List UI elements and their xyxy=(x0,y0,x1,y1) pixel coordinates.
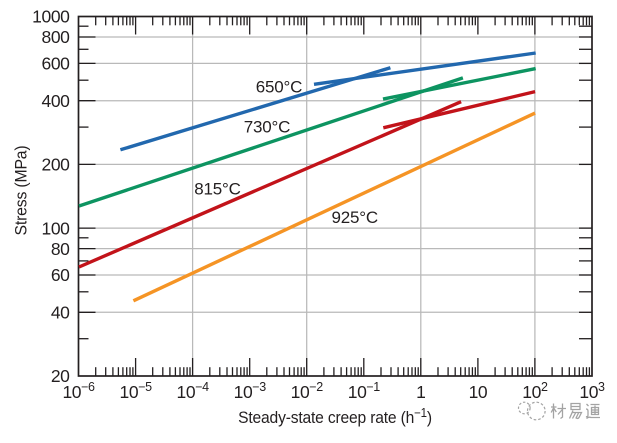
svg-text:100: 100 xyxy=(42,218,71,238)
svg-text:Stress (MPa): Stress (MPa) xyxy=(12,146,31,236)
svg-text:40: 40 xyxy=(51,303,70,323)
svg-text:815°C: 815°C xyxy=(194,179,240,198)
svg-text:800: 800 xyxy=(42,27,71,47)
svg-text:Steady-state creep rate (h−1): Steady-state creep rate (h−1) xyxy=(238,406,432,428)
svg-text:1: 1 xyxy=(416,382,425,402)
svg-text:20: 20 xyxy=(51,366,70,386)
svg-text:10: 10 xyxy=(469,382,488,402)
svg-text:650°C: 650°C xyxy=(256,78,302,97)
svg-text:1000: 1000 xyxy=(32,7,70,27)
svg-text:600: 600 xyxy=(42,54,71,74)
svg-text:200: 200 xyxy=(42,155,71,175)
svg-text:925°C: 925°C xyxy=(331,208,377,227)
svg-text:80: 80 xyxy=(51,239,70,259)
svg-text:730°C: 730°C xyxy=(244,118,290,137)
svg-text:60: 60 xyxy=(51,265,70,285)
svg-text:400: 400 xyxy=(42,91,71,111)
